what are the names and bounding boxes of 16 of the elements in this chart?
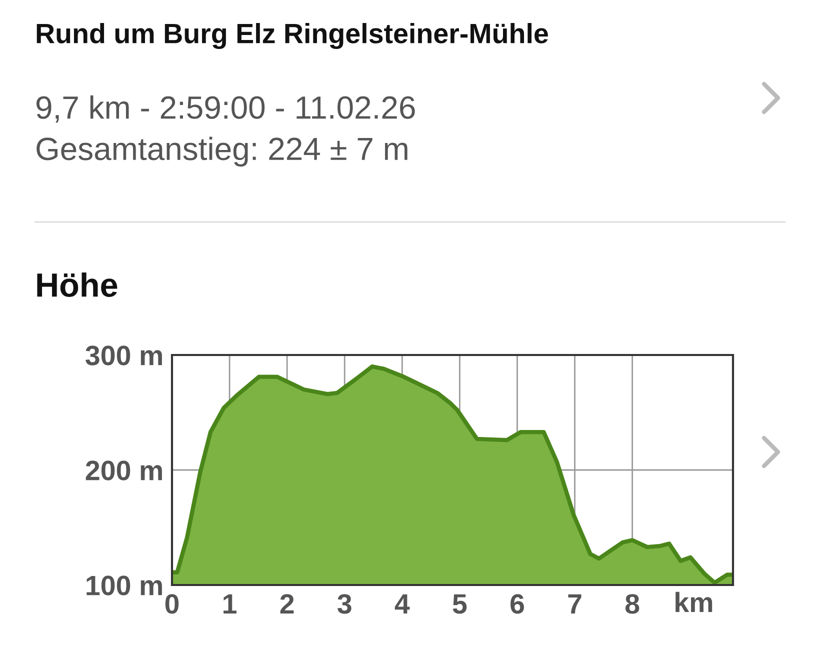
- x-axis-title: km: [676, 592, 712, 612]
- x-tick-label: 5: [452, 594, 467, 614]
- text: Höhe: [37, 272, 118, 297]
- y-tick-label: 100 m: [86, 576, 162, 596]
- x-tick-label: 6: [510, 594, 524, 614]
- x-tick-label: 2: [280, 594, 294, 614]
- x-tick-label: 8: [625, 594, 640, 614]
- x-tick-label: 3: [338, 594, 352, 614]
- y-tick-label: 200 m: [86, 460, 162, 480]
- x-tick-label: 0: [165, 594, 179, 614]
- x-tick-label: 4: [394, 594, 410, 614]
- x-tick-label: 7: [568, 594, 582, 614]
- chart-subtitle: 9,7 km - 2:59:00 - 11.02.26 Gesamtanstieg: 224 ± 7 m: [36, 95, 415, 167]
- y-tick-label: 300 m: [86, 346, 162, 366]
- x-tick-label: 1: [224, 594, 236, 614]
- chart-title: Rund um Burg Elz Ringelsteiner-Mühle: [36, 22, 548, 50]
